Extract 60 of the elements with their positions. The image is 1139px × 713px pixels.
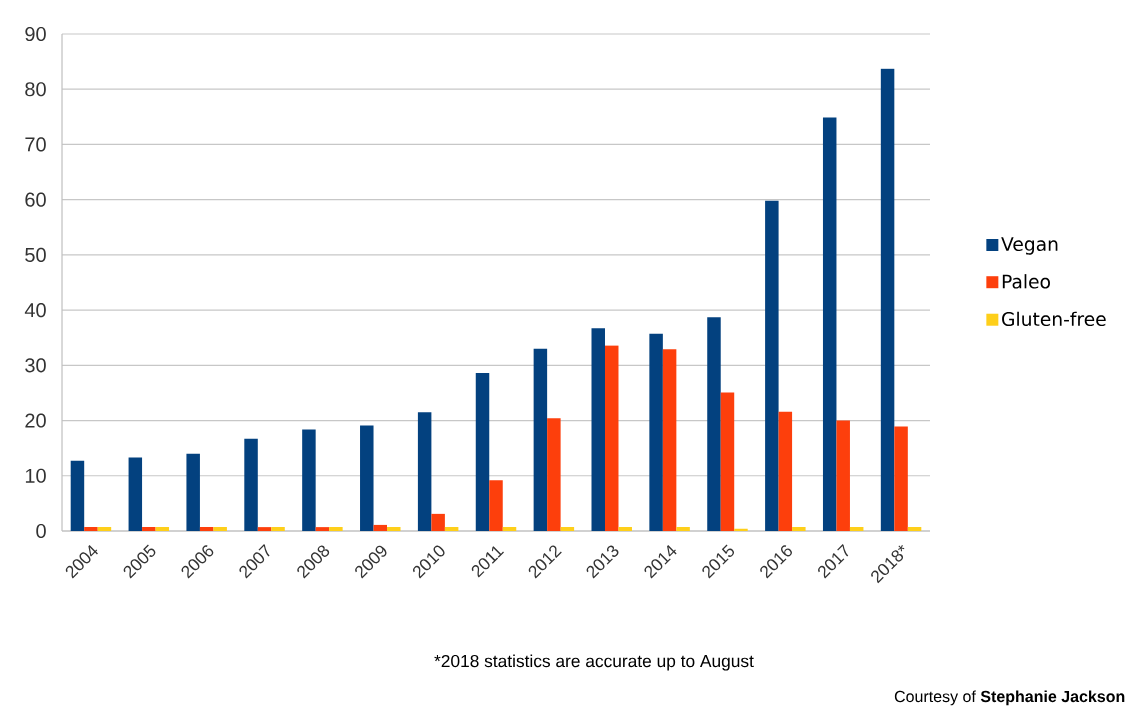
bar <box>591 328 605 531</box>
bar <box>257 527 272 531</box>
bar <box>387 527 401 531</box>
bar <box>97 527 112 531</box>
y-tick-label: 10 <box>25 468 46 483</box>
bar <box>836 420 850 531</box>
y-tick-label: 70 <box>25 137 46 152</box>
bar <box>329 527 343 531</box>
text: Courtesy of Stephanie Jackson <box>894 690 1125 706</box>
bar <box>765 200 779 531</box>
bar <box>560 527 575 531</box>
bar <box>707 317 721 531</box>
bar <box>676 527 690 531</box>
bar <box>244 438 258 531</box>
y-tick-label: 20 <box>25 413 46 428</box>
bar <box>186 453 200 531</box>
bar <box>792 527 806 531</box>
bar <box>489 480 503 531</box>
bar <box>417 412 432 531</box>
bar <box>444 527 459 531</box>
bar <box>373 524 388 531</box>
bar <box>128 457 143 531</box>
bar <box>431 513 445 531</box>
bar <box>70 460 85 531</box>
bar <box>880 68 895 531</box>
y-tick-label: 80 <box>25 82 46 97</box>
y-tick-label: 50 <box>25 247 46 262</box>
bar <box>533 348 548 531</box>
legend-label: Paleo <box>1002 274 1050 289</box>
bar <box>822 117 837 531</box>
y-tick-label: 60 <box>25 192 46 207</box>
bar <box>907 527 922 531</box>
bar <box>604 345 619 531</box>
bar <box>849 527 864 531</box>
bar <box>315 527 330 531</box>
bar <box>84 527 98 531</box>
bar <box>142 527 156 531</box>
bar <box>734 528 748 531</box>
y-tick-label: 40 <box>24 303 46 318</box>
bar <box>547 418 561 531</box>
bar <box>649 333 663 531</box>
bar <box>302 429 316 531</box>
bar <box>618 527 632 531</box>
y-tick-label: 0 <box>36 523 46 539</box>
bar <box>155 527 170 531</box>
bar <box>662 349 677 531</box>
bar <box>360 425 374 531</box>
bar <box>720 392 735 531</box>
legend-label: Gluten-free <box>1002 311 1106 327</box>
bar <box>475 373 490 531</box>
y-tick-label: 30 <box>25 358 46 373</box>
bar <box>213 527 227 531</box>
legend-label: Vegan <box>1001 237 1058 255</box>
bar <box>502 527 517 531</box>
bar <box>199 527 214 531</box>
bar <box>778 411 793 531</box>
y-tick-label: 90 <box>25 26 46 42</box>
bar <box>271 527 285 531</box>
text: *2018 statistics are accurate up to August <box>434 654 754 671</box>
bar <box>894 426 908 531</box>
